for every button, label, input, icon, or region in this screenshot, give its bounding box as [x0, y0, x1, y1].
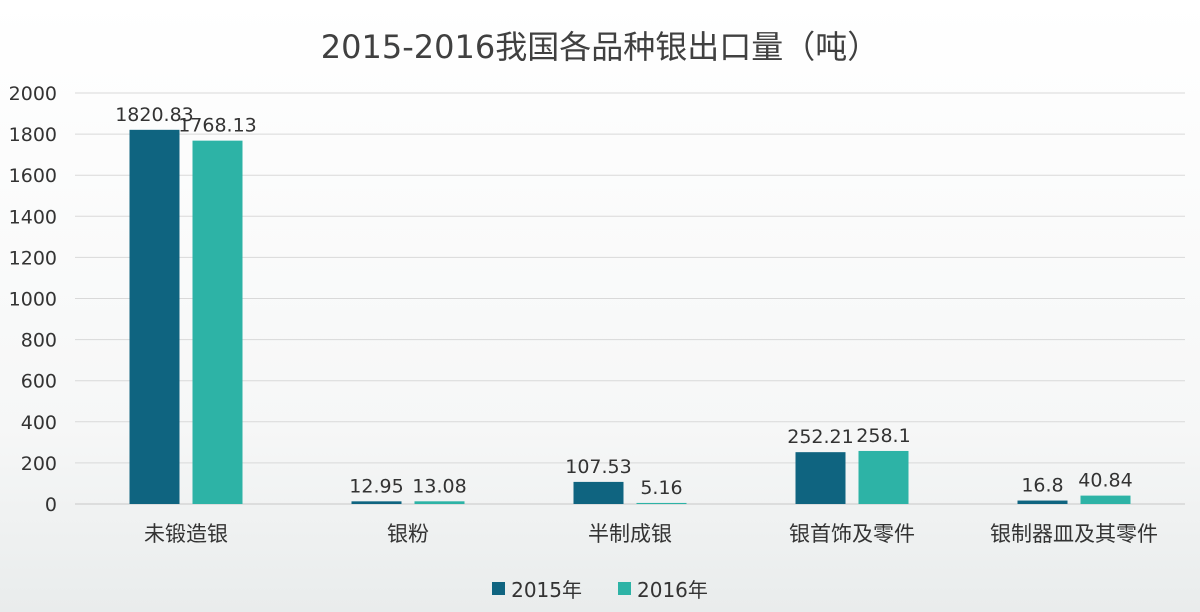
x-tick-label: 银首饰及零件	[789, 522, 915, 546]
bar	[795, 452, 846, 504]
data-label: 252.21	[787, 426, 853, 448]
chart-legend: 2015年 2016年	[0, 574, 1200, 603]
data-label: 16.8	[1021, 475, 1063, 497]
chart-title: 2015-2016我国各品种银出口量（吨）	[320, 28, 880, 66]
y-tick-label: 1400	[9, 206, 57, 228]
bar	[636, 502, 687, 504]
bar	[858, 450, 909, 504]
legend-swatch-2016	[618, 582, 631, 595]
bar	[351, 501, 402, 504]
legend-item-2016: 2016年	[618, 574, 708, 603]
data-label: 1820.83	[115, 104, 194, 126]
y-tick-label: 1800	[9, 124, 57, 146]
bar	[1080, 495, 1131, 504]
data-label: 1768.13	[178, 115, 257, 137]
y-tick-label: 1000	[9, 289, 57, 311]
legend-item-2015: 2015年	[492, 574, 582, 603]
y-tick-label: 800	[21, 330, 57, 352]
y-tick-label: 400	[21, 412, 57, 434]
data-label: 40.84	[1078, 470, 1132, 492]
y-tick-label: 2000	[9, 83, 57, 105]
data-label: 12.95	[349, 475, 403, 497]
data-label: 258.1	[856, 425, 910, 447]
data-label: 13.08	[412, 475, 466, 497]
data-label: 107.53	[565, 456, 631, 478]
legend-swatch-2015	[492, 582, 506, 595]
bar	[129, 129, 180, 504]
x-tick-label: 半制成银	[588, 522, 672, 546]
legend-label-2015: 2015年	[511, 578, 582, 602]
x-tick-label: 未锻造银	[144, 522, 228, 546]
bar	[414, 501, 465, 504]
y-tick-label: 200	[21, 453, 57, 475]
bar	[573, 481, 624, 504]
bar	[192, 140, 243, 504]
y-tick-label: 600	[21, 371, 57, 393]
y-tick-label: 0	[45, 494, 57, 516]
data-label: 5.16	[640, 477, 682, 499]
y-tick-label: 1200	[9, 247, 57, 269]
legend-label-2016: 2016年	[637, 578, 708, 602]
bar	[1017, 500, 1068, 504]
x-tick-label: 银粉	[387, 522, 429, 546]
y-tick-label: 1600	[9, 165, 57, 187]
x-tick-label: 银制器皿及其零件	[990, 522, 1158, 546]
